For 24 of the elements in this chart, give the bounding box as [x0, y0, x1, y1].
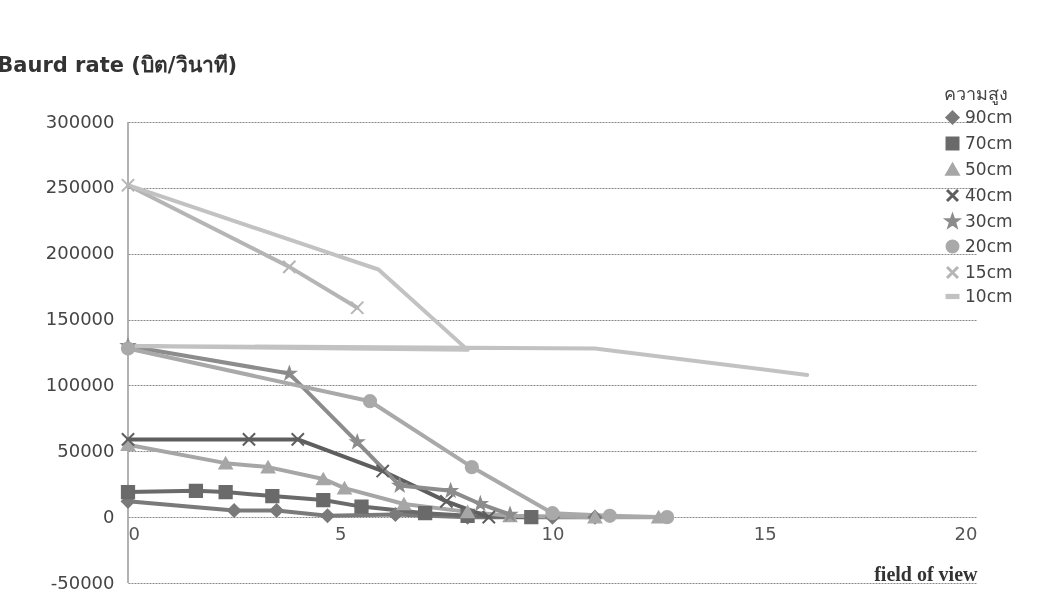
- legend-label: 40cm: [965, 184, 1013, 205]
- legend-label: 15cm: [965, 261, 1013, 282]
- legend-label: 20cm: [965, 235, 1013, 256]
- y-tick-label: 200000: [45, 242, 115, 264]
- chart-title: Baurd rate (บิต/วินาที): [0, 53, 238, 77]
- legend-title: ความสูง: [944, 83, 1008, 105]
- legend-label: 50cm: [965, 158, 1013, 179]
- y-tick-label: 0: [103, 505, 115, 527]
- y-tick-label: 250000: [45, 176, 115, 198]
- x-tick-label: 0: [128, 522, 140, 544]
- x-tick-label: 15: [753, 522, 777, 544]
- x-axis-title: field of view: [874, 563, 979, 586]
- legend-label: 70cm: [965, 132, 1013, 153]
- x-tick-label: 10: [541, 522, 565, 544]
- y-tick-label: 50000: [57, 439, 115, 461]
- x-tick-label: 5: [335, 522, 347, 544]
- y-tick-label: -50000: [50, 571, 115, 593]
- legend-label: 30cm: [965, 210, 1013, 231]
- x-tick-label: 20: [954, 522, 978, 544]
- y-tick-label: 150000: [45, 308, 115, 330]
- legend-label: 90cm: [965, 106, 1013, 127]
- y-tick-label: 300000: [45, 110, 115, 132]
- y-tick-label: 100000: [45, 373, 115, 395]
- legend-label: 10cm: [965, 285, 1013, 306]
